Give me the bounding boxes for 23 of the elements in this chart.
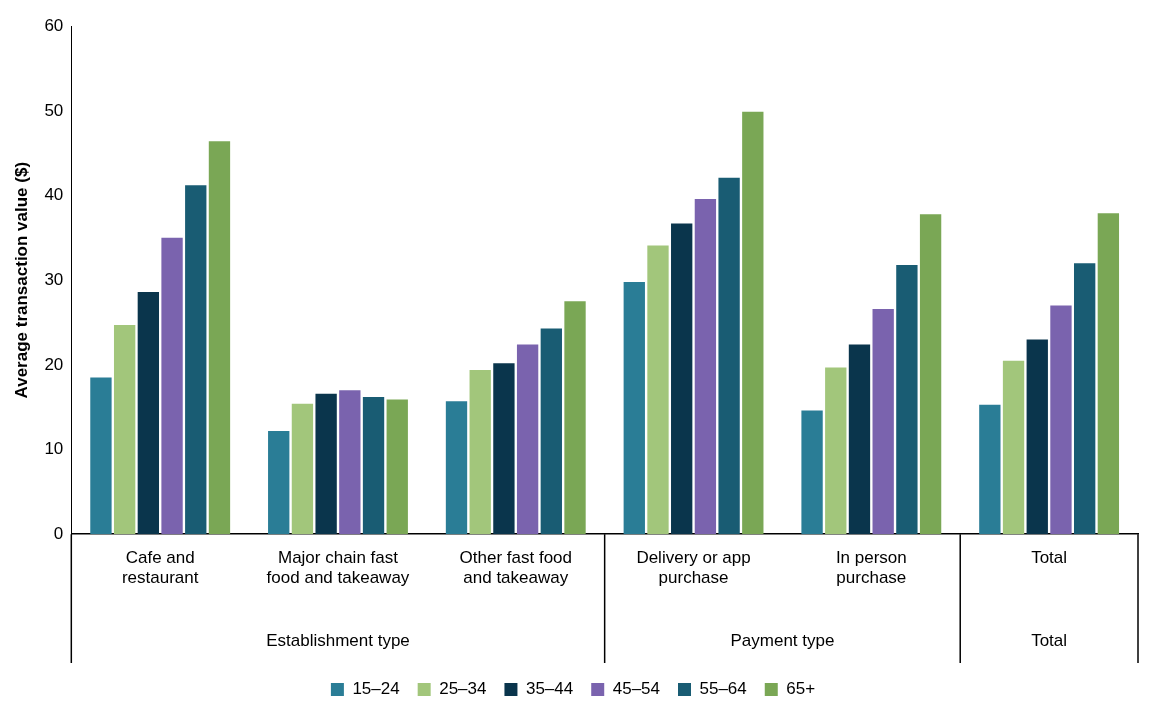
y-tick-label: 60 [44,15,64,35]
y-tick-label: 40 [44,185,64,205]
y-tick-label: 30 [44,269,64,289]
legend-label: 35–44 [525,679,574,699]
y-tick-label: 10 [44,439,64,459]
y-axis-title: Average transaction value ($) [11,161,31,399]
legend-label: 15–24 [352,679,400,699]
x-tick-label: Delivery or app purchase [636,548,751,588]
y-tick-label: 20 [44,354,64,374]
x-tick-label: Other fast food and takeaway [459,548,572,588]
legend-label: 65+ [786,679,816,699]
legend-label: 45–54 [612,679,660,699]
x-tick-label: Cafe and restaurant [121,548,199,588]
text: Payment type [730,630,835,650]
x-tick-label: Major chain fast food and takeaway [266,548,410,588]
x-tick-label: In person purchase [835,548,907,588]
text: Total [1031,630,1068,650]
y-tick-label: 50 [44,100,64,120]
y-tick-label: 0 [53,523,64,543]
legend-label: 55–64 [699,679,747,699]
legend-label: 25–34 [439,679,487,699]
x-tick-label: Total [1031,548,1068,568]
text: Establishment type [266,630,410,650]
